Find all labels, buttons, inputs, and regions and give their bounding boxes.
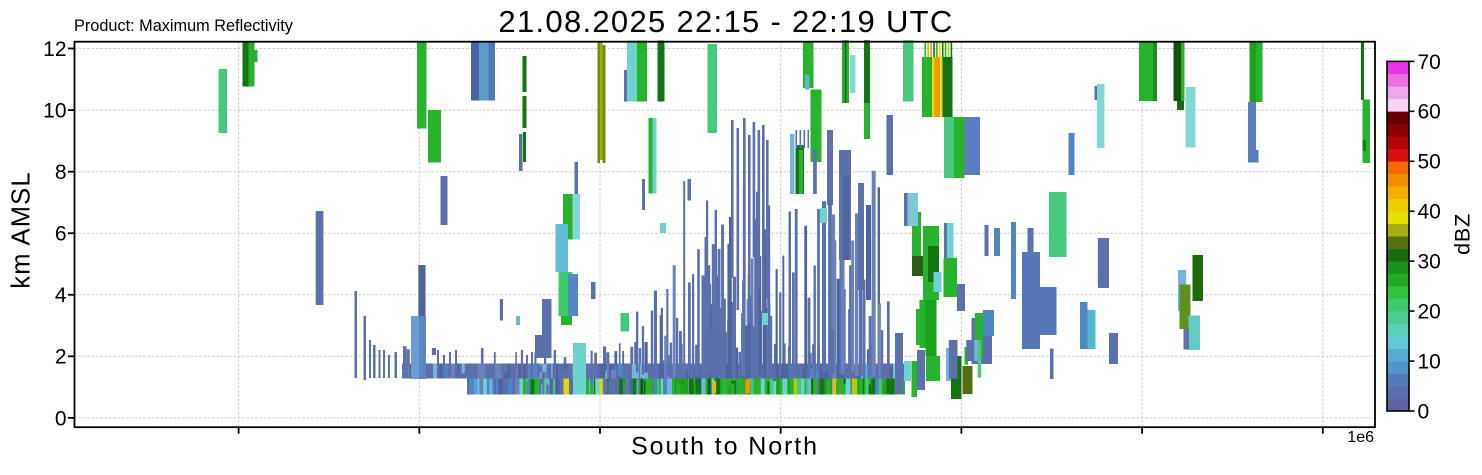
svg-text:40: 40: [1418, 201, 1441, 224]
svg-text:0: 0: [55, 407, 67, 430]
svg-text:8: 8: [55, 161, 67, 184]
svg-text:km AMSL: km AMSL: [7, 171, 35, 289]
svg-text:South to North: South to North: [631, 433, 819, 461]
svg-text:1e6: 1e6: [1347, 429, 1374, 446]
svg-text:2: 2: [55, 346, 67, 369]
svg-text:30: 30: [1418, 251, 1441, 274]
svg-text:21.08.2025 22:15 - 22:19 UTC: 21.08.2025 22:15 - 22:19 UTC: [498, 4, 953, 39]
svg-text:dBZ: dBZ: [1451, 213, 1475, 255]
svg-text:10: 10: [43, 100, 66, 123]
svg-text:0: 0: [1418, 400, 1430, 423]
svg-text:6: 6: [55, 223, 67, 246]
svg-text:20: 20: [1418, 301, 1441, 324]
svg-text:70: 70: [1418, 51, 1441, 74]
svg-text:Product: Maximum Reflectivity: Product: Maximum Reflectivity: [74, 17, 294, 35]
svg-text:50: 50: [1418, 151, 1441, 174]
svg-text:10: 10: [1418, 351, 1441, 374]
svg-text:12: 12: [43, 38, 66, 61]
svg-text:4: 4: [55, 284, 67, 307]
svg-text:60: 60: [1418, 101, 1441, 124]
